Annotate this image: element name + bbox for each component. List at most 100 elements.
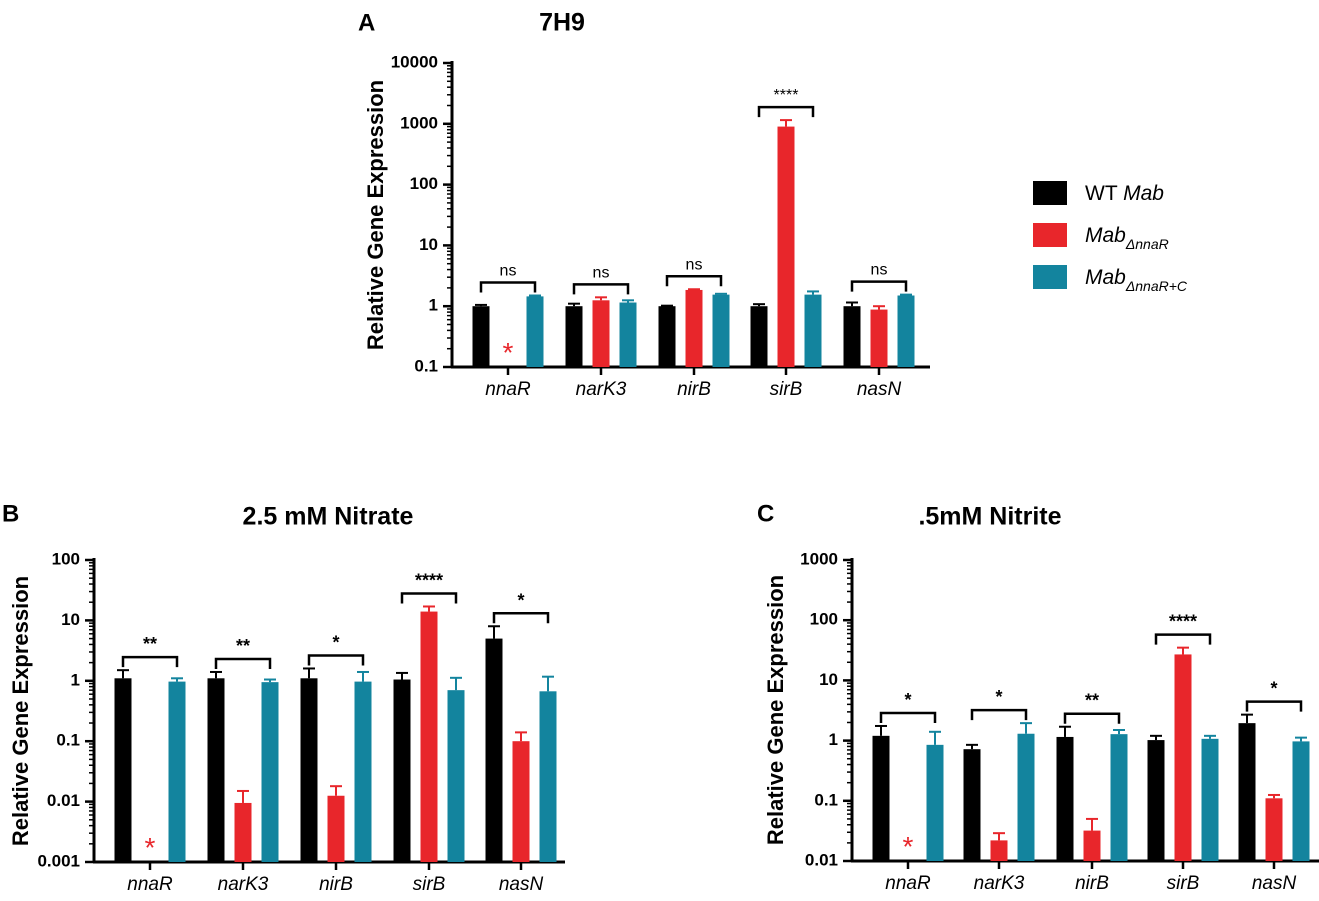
legend-organism: Mab bbox=[1123, 182, 1164, 205]
not-detected-marker: * bbox=[145, 832, 156, 863]
y-tick-label: 1000 bbox=[800, 549, 838, 568]
significance-bracket bbox=[214, 657, 272, 669]
significance-bracket bbox=[850, 280, 908, 292]
legend-item-wt: WT Mab bbox=[1033, 181, 1164, 205]
significance-label: ** bbox=[1085, 691, 1099, 711]
y-axis-label: Relative Gene Expression bbox=[8, 576, 33, 846]
bar bbox=[485, 638, 503, 862]
bar bbox=[114, 678, 132, 862]
chart-panel-a: A 7H9 Relative Gene Expression 0.1 1 10 100 100… bbox=[358, 9, 930, 400]
legend-item-complement: MabΔnnaR+C bbox=[1033, 265, 1188, 294]
chart-title: 2.5 mM Nitrate bbox=[243, 503, 414, 531]
significance-label: ns bbox=[593, 264, 610, 281]
bar bbox=[1110, 734, 1128, 861]
bar bbox=[990, 840, 1008, 861]
bar bbox=[300, 678, 318, 862]
y-axis-label: Relative Gene Expression bbox=[763, 575, 788, 845]
bar bbox=[447, 690, 465, 862]
bar bbox=[804, 294, 822, 367]
bar bbox=[592, 300, 610, 367]
y-tick-label: 100 bbox=[810, 610, 838, 629]
y-tick-label: 10 bbox=[419, 235, 438, 254]
x-tick-label: nirB bbox=[319, 874, 353, 895]
significance-bracket bbox=[572, 283, 630, 295]
significance-label: * bbox=[517, 590, 524, 610]
legend-swatch bbox=[1033, 265, 1067, 289]
significance-bracket bbox=[879, 711, 937, 723]
bar bbox=[168, 681, 186, 862]
x-tick-label: nasN bbox=[1252, 873, 1297, 894]
x-tick-label: nirB bbox=[1075, 873, 1109, 894]
y-tick-label: 0.01 bbox=[805, 850, 838, 869]
bar bbox=[1174, 654, 1192, 861]
x-tick-label: narK3 bbox=[974, 873, 1025, 894]
x-tick-label: narK3 bbox=[218, 874, 269, 895]
legend-organism: Mab bbox=[1085, 224, 1126, 247]
bar bbox=[234, 802, 252, 862]
bar bbox=[777, 126, 795, 367]
bar bbox=[207, 678, 225, 862]
significance-bracket bbox=[121, 655, 179, 668]
chart-panel-c: C .5mM Nitrite Relative Gene Expression 0.0… bbox=[757, 500, 1319, 894]
bar bbox=[1292, 741, 1310, 861]
y-tick-label: 0.1 bbox=[56, 731, 80, 750]
legend-label: MabΔnnaR bbox=[1085, 224, 1169, 252]
legend-swatch bbox=[1033, 181, 1067, 205]
bar bbox=[685, 289, 703, 367]
legend-organism: Mab bbox=[1085, 266, 1126, 289]
significance-label: ** bbox=[236, 636, 250, 656]
legend-label: WT Mab bbox=[1085, 182, 1164, 205]
legend-prefix: WT bbox=[1085, 182, 1123, 205]
bar bbox=[393, 679, 411, 862]
bar bbox=[472, 306, 490, 367]
x-tick-label: sirB bbox=[770, 379, 803, 400]
chart-title: .5mM Nitrite bbox=[918, 503, 1061, 531]
bar bbox=[539, 691, 557, 862]
y-tick-label: 10 bbox=[819, 670, 838, 689]
bar bbox=[512, 741, 530, 862]
x-tick-label: nirB bbox=[677, 379, 711, 400]
bar bbox=[712, 294, 730, 367]
significance-bracket bbox=[492, 612, 550, 624]
legend-swatch bbox=[1033, 223, 1067, 247]
significance-bracket bbox=[307, 654, 365, 666]
x-tick-label: nasN bbox=[499, 874, 544, 895]
bar bbox=[1083, 830, 1101, 861]
significance-bracket bbox=[757, 105, 815, 118]
bar bbox=[354, 681, 372, 862]
significance-label: * bbox=[904, 690, 911, 710]
significance-label: **** bbox=[774, 87, 799, 104]
bar bbox=[1056, 736, 1074, 861]
bar bbox=[1017, 733, 1035, 861]
not-detected-marker: * bbox=[503, 337, 514, 368]
bar bbox=[420, 611, 438, 862]
significance-label: ns bbox=[500, 262, 517, 279]
bar bbox=[872, 735, 890, 861]
y-tick-label: 100 bbox=[52, 549, 80, 568]
bar bbox=[1265, 798, 1283, 861]
significance-bracket bbox=[400, 592, 458, 604]
not-detected-marker: * bbox=[903, 831, 914, 862]
y-tick-label: 100 bbox=[410, 174, 438, 193]
legend-subscript: ΔnnaR+C bbox=[1125, 278, 1188, 294]
panel-letter: A bbox=[358, 9, 375, 36]
y-tick-label: 1 bbox=[71, 670, 80, 689]
x-tick-label: nasN bbox=[857, 379, 902, 400]
x-tick-label: nnaR bbox=[885, 873, 931, 894]
y-axis-label: Relative Gene Expression bbox=[363, 80, 388, 350]
bar bbox=[963, 749, 981, 861]
bar bbox=[870, 309, 888, 367]
y-tick-label: 0.1 bbox=[814, 790, 838, 809]
y-tick-label: 1 bbox=[429, 296, 438, 315]
bar bbox=[619, 302, 637, 367]
x-tick-label: sirB bbox=[413, 874, 446, 895]
panel-letter: C bbox=[757, 500, 774, 527]
significance-bracket bbox=[1063, 712, 1121, 724]
significance-label: **** bbox=[415, 570, 443, 590]
significance-label: ns bbox=[871, 262, 888, 279]
bar bbox=[1147, 740, 1165, 861]
